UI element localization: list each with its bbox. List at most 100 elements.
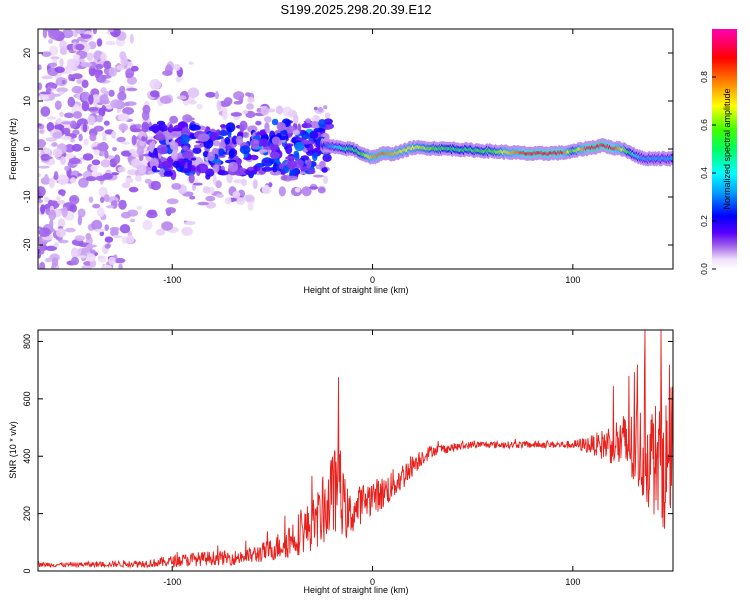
spectrogram-blob [41, 96, 48, 100]
spectrogram-blob [188, 61, 194, 65]
spectrogram-blob [301, 131, 309, 140]
spectrogram-blob [41, 75, 53, 80]
spectrogram-blob [116, 65, 125, 71]
spectrogram-blob [68, 157, 81, 165]
spectrogram-blob [83, 138, 89, 146]
spectrogram-blob [129, 33, 134, 44]
spectrogram-blob [188, 173, 195, 184]
spectrogram-blob [58, 91, 65, 95]
snr-ytick-label: 0 [22, 568, 32, 573]
spectrogram-blob [46, 122, 55, 132]
spectrogram-blob [118, 113, 130, 122]
spectrogram-blob [104, 236, 114, 243]
spectrogram-blob [59, 111, 64, 118]
spectrogram-blob [104, 224, 109, 232]
spectrogram-blob [150, 123, 160, 133]
colorbar-gradient [712, 29, 737, 269]
spectrogram-blob [38, 190, 42, 201]
spectrogram-blob [117, 91, 127, 101]
spectrogram-blob [169, 115, 179, 124]
spectrogram-blob [59, 46, 67, 55]
spectrogram-blob [228, 161, 239, 172]
spectrogram-blob [59, 58, 64, 67]
spectrogram-blob [80, 62, 92, 68]
spectrogram-blob [104, 150, 109, 159]
spectrogram-blob [170, 150, 178, 160]
colorbar: 0.0 0.2 0.4 0.6 0.8 Normalized spectral ampl… [699, 29, 737, 275]
spectrogram-blob [190, 157, 197, 161]
spectrogram-blob [121, 236, 127, 244]
spectrogram-blob [228, 149, 235, 159]
spectrogram-blob [317, 187, 326, 194]
spectrogram-blob [61, 127, 71, 135]
spectrogram-blob [100, 159, 111, 168]
spectrogram-blob [272, 166, 278, 173]
spectrogram-blob [38, 165, 50, 169]
spectrogram-blob [271, 136, 281, 145]
spectrogram-blob [51, 257, 59, 268]
spectrogram-blob [40, 204, 46, 215]
spectrogram-ytick-label: -10 [22, 190, 32, 203]
spectrogram-blob [89, 133, 97, 142]
spectrogram-blob [150, 90, 160, 98]
spectrogram-blob [308, 186, 319, 190]
spectrogram-blob [277, 135, 289, 141]
spectrogram-blob [156, 120, 166, 126]
spectrogram-blob [39, 261, 46, 269]
spectrogram-blob [244, 170, 255, 174]
spectrogram-blob [40, 106, 51, 117]
spectrogram-xtick-label: -100 [163, 275, 181, 285]
spectrogram-xtick-label: 100 [565, 275, 580, 285]
spectrogram-blob [66, 58, 75, 70]
spectrogram-blob [112, 235, 123, 239]
spectrogram-blob [161, 160, 173, 169]
spectrogram-blob [69, 120, 77, 129]
spectrogram-blob [108, 67, 118, 77]
spectrogram-blob [124, 101, 130, 107]
spectrogram-blob [69, 194, 80, 205]
spectrogram-blob [107, 29, 114, 33]
spectrogram-blob [144, 178, 152, 184]
colorbar-tick-label: 0.8 [699, 71, 709, 83]
spectrogram-blob [38, 199, 44, 203]
spectrogram-blob [92, 29, 97, 35]
spectrogram-blob [56, 196, 61, 201]
spectrogram-blob [270, 170, 282, 176]
spectrogram-blob [54, 124, 65, 130]
spectrogram-blob [121, 182, 131, 189]
spectrogram-blob [311, 116, 316, 121]
spectrogram-blob [48, 209, 57, 221]
snr-ytick-label: 400 [22, 449, 32, 464]
spectrogram-blob [59, 40, 67, 50]
spectrogram-blob [91, 94, 102, 104]
spectrogram-blob [306, 158, 312, 169]
spectrogram-blob [121, 141, 130, 145]
spectrogram-blob [322, 153, 332, 162]
spectrogram-blob [60, 135, 72, 140]
spectrogram-blob [85, 176, 97, 182]
spectrogram-blob [44, 173, 49, 183]
spectrogram-blob [207, 151, 215, 162]
spectrogram-blob [226, 173, 233, 184]
spectrogram-blob [309, 130, 319, 139]
spectrogram-blob [225, 122, 236, 133]
spectrogram-blob [287, 160, 297, 170]
spectrogram-blob [101, 264, 113, 269]
spectrogram-blob [139, 140, 145, 147]
spectrogram-blob [215, 180, 223, 189]
spectrogram-blob [170, 130, 182, 138]
spectrogram-blob [72, 111, 82, 119]
spectrogram-blob [169, 140, 177, 150]
spectrogram-blob [318, 106, 323, 113]
spectrogram-blob [215, 193, 224, 198]
spectrogram-xtick-label: 0 [370, 275, 375, 285]
spectrogram-blob [182, 145, 189, 151]
spectrogram-blob [224, 196, 232, 205]
spectrogram-blob [45, 137, 57, 142]
colorbar-tick-label: 0.6 [699, 119, 709, 131]
spectrogram-blob [303, 149, 308, 153]
spectrogram-blob [141, 136, 146, 142]
spectrogram-blob [212, 174, 217, 185]
spectrogram-blob [93, 149, 100, 155]
spectrogram-blob [70, 138, 75, 143]
